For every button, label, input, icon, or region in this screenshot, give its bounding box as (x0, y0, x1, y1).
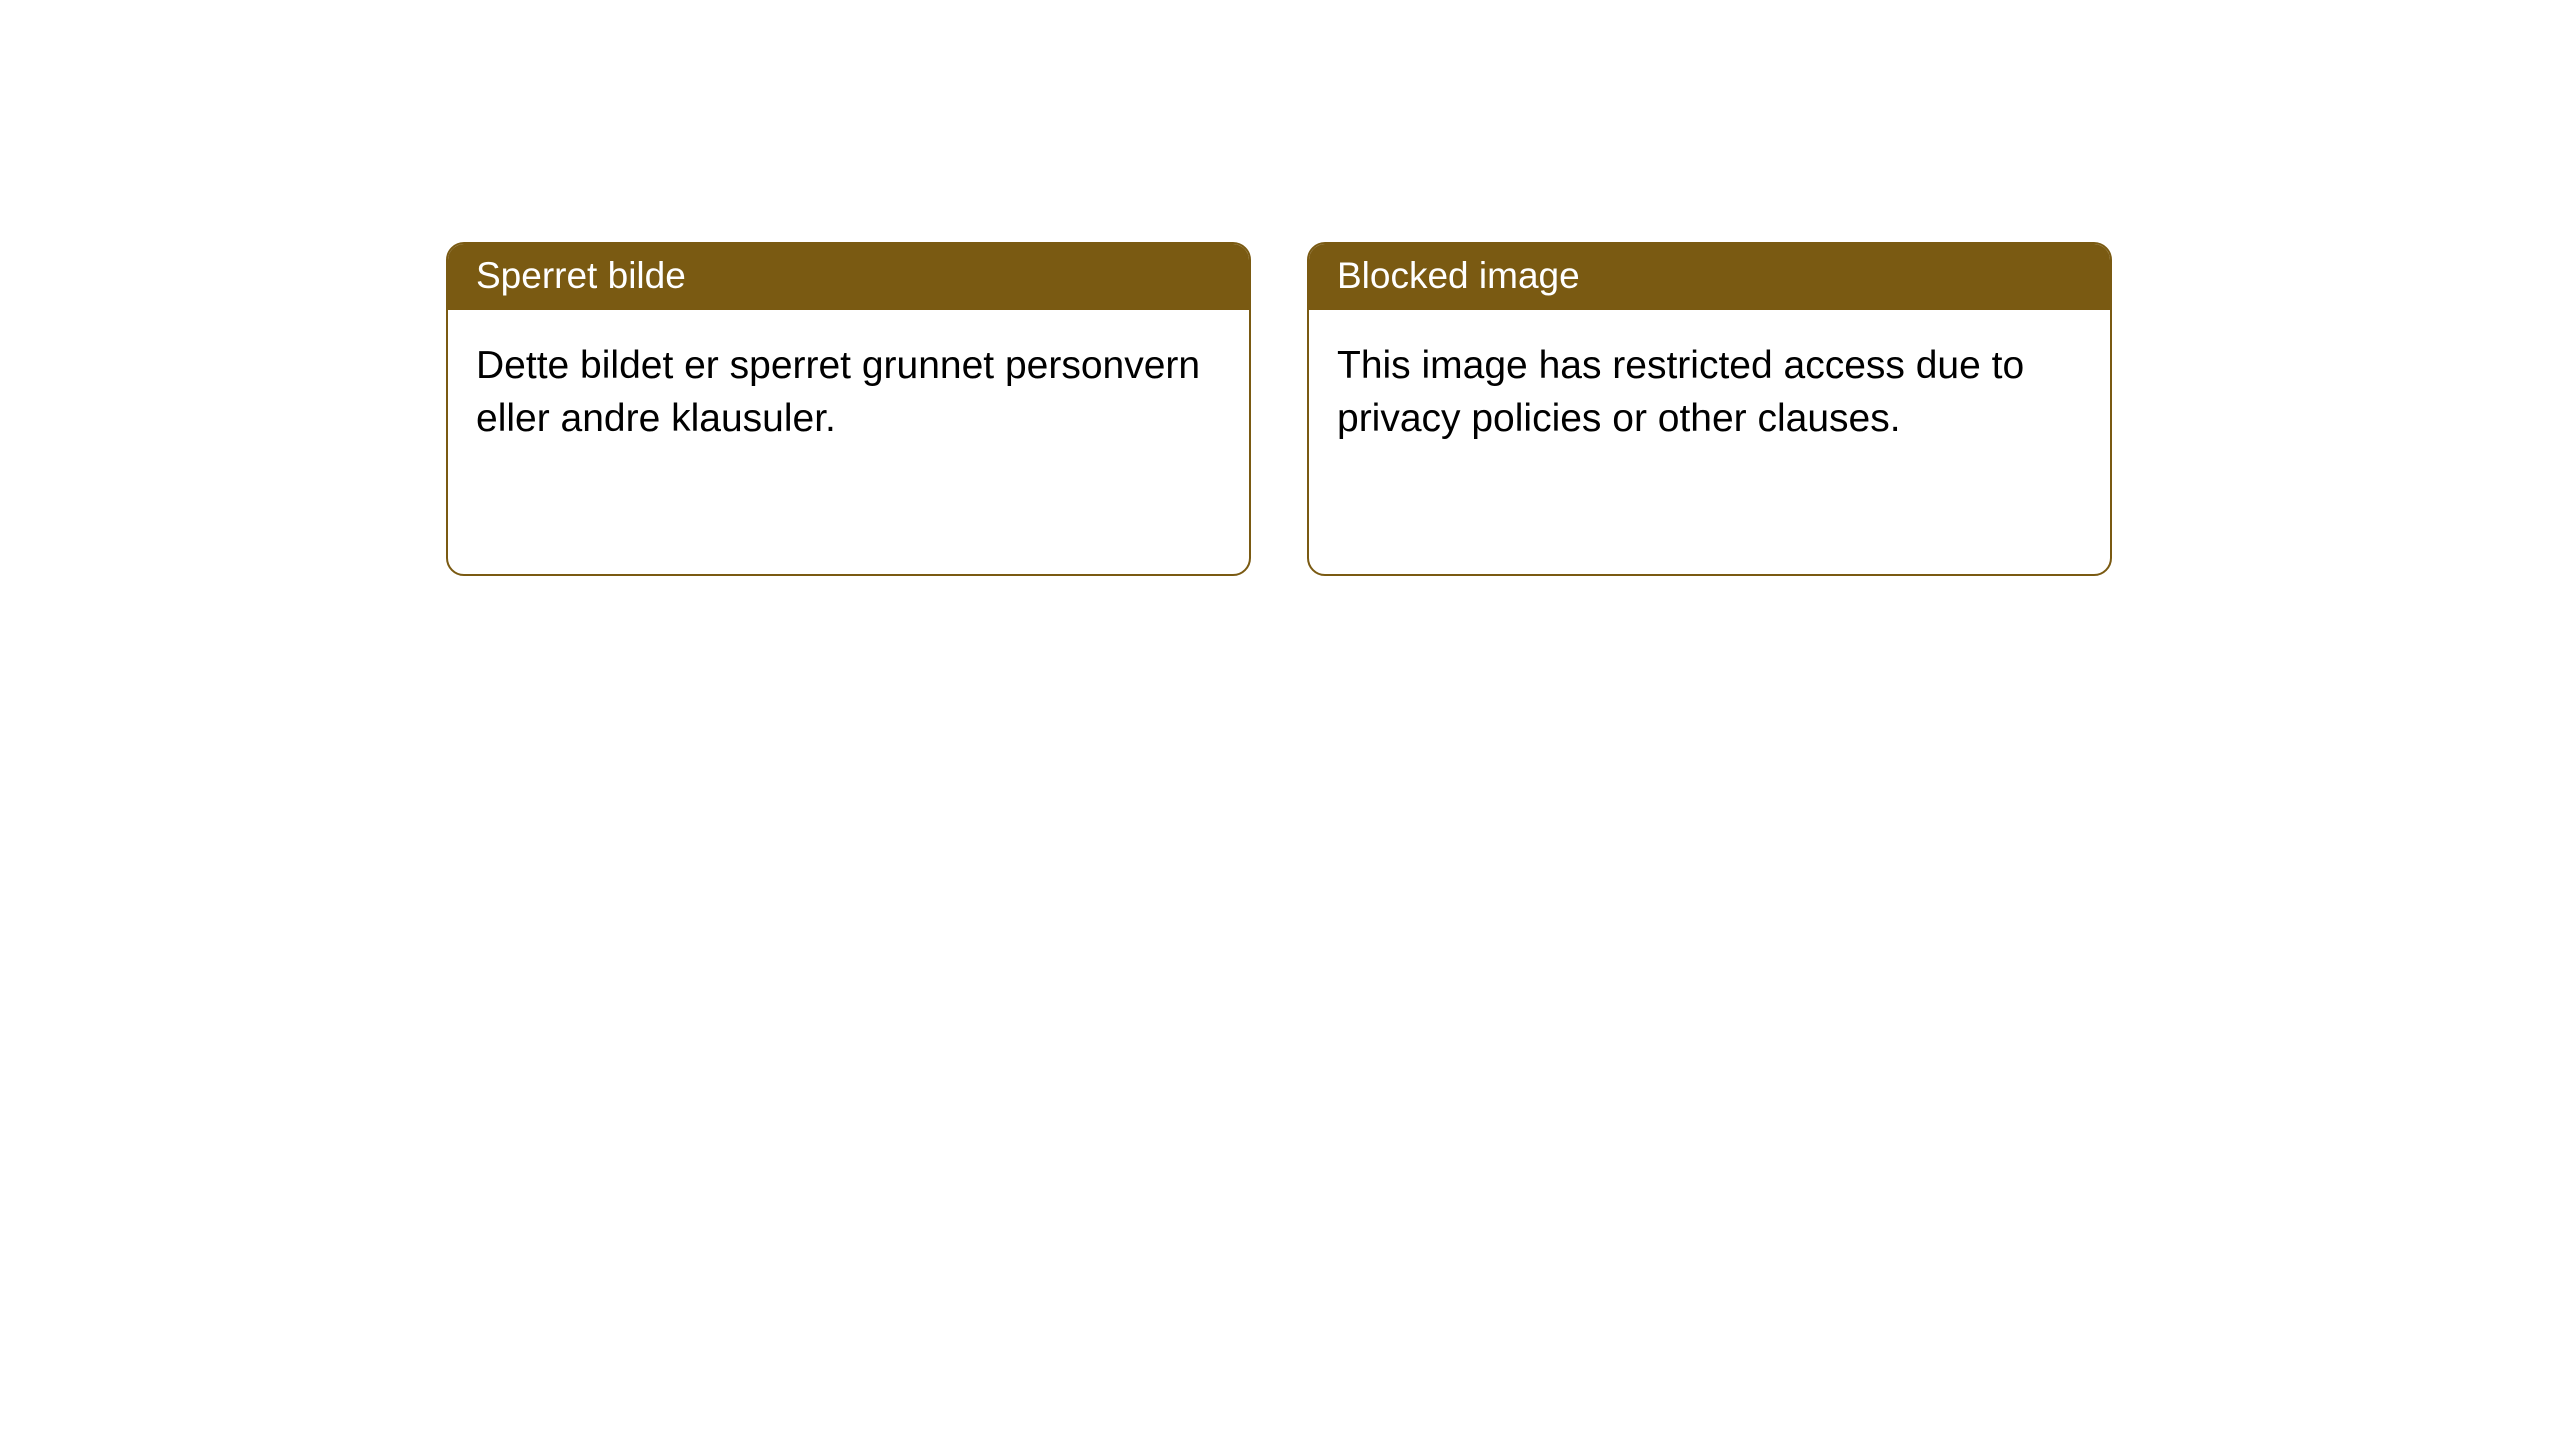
card-body: Dette bildet er sperret grunnet personve… (448, 310, 1249, 475)
card-title: Blocked image (1309, 244, 2110, 310)
notice-cards-container: Sperret bilde Dette bildet er sperret gr… (0, 0, 2560, 576)
card-body: This image has restricted access due to … (1309, 310, 2110, 475)
notice-card-english: Blocked image This image has restricted … (1307, 242, 2112, 576)
card-title: Sperret bilde (448, 244, 1249, 310)
notice-card-norwegian: Sperret bilde Dette bildet er sperret gr… (446, 242, 1251, 576)
